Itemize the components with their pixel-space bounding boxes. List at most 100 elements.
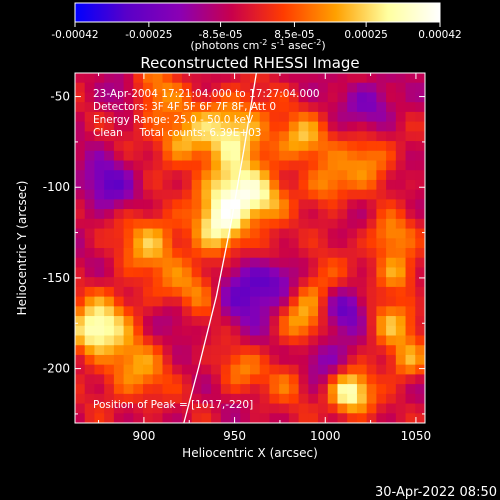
- heatmap-cell: [104, 364, 115, 375]
- heatmap-cell: [250, 345, 261, 356]
- heatmap-cell: [415, 160, 425, 171]
- heatmap-cell: [201, 111, 212, 123]
- heatmap-cell: [288, 413, 300, 423]
- heatmap-cell: [162, 199, 173, 210]
- heatmap-cell: [172, 150, 183, 162]
- heatmap-cell: [288, 189, 300, 200]
- heatmap-cell: [279, 335, 290, 346]
- heatmap-cell: [395, 102, 407, 113]
- heatmap-cell: [269, 131, 280, 142]
- heatmap-cell: [337, 277, 348, 288]
- heatmap-cell: [386, 354, 397, 366]
- heatmap-cell: [201, 306, 212, 317]
- heatmap-cell: [298, 150, 309, 162]
- heatmap-cell: [405, 374, 416, 385]
- heatmap-cell: [191, 141, 202, 152]
- heatmap-cell: [240, 92, 251, 103]
- heatmap-cell: [327, 160, 339, 171]
- heatmap-cell: [415, 131, 425, 142]
- heatmap-cell: [152, 403, 164, 414]
- heatmap-cell: [240, 170, 251, 181]
- heatmap-cell: [386, 248, 397, 259]
- heatmap-cell: [143, 92, 154, 103]
- heatmap-cell: [318, 209, 329, 220]
- heatmap-cell: [211, 248, 222, 259]
- heatmap-cell: [386, 267, 397, 278]
- heatmap-cell: [123, 170, 134, 181]
- heatmap-cell: [259, 248, 271, 259]
- heatmap-cell: [133, 150, 144, 162]
- heatmap-cell: [250, 150, 261, 162]
- heatmap-cell: [298, 374, 309, 385]
- heatmap-cell: [181, 335, 193, 346]
- heatmap-cell: [337, 316, 348, 327]
- heatmap-cell: [143, 248, 154, 259]
- heatmap-cell: [230, 131, 241, 142]
- heatmap-cell: [84, 345, 96, 356]
- heatmap-cell: [405, 403, 416, 414]
- heatmap-cell: [75, 325, 86, 337]
- heatmap-cell: [288, 150, 300, 162]
- heatmap-cell: [211, 92, 222, 103]
- heatmap-cell: [347, 179, 358, 191]
- heatmap-cell: [201, 92, 212, 103]
- heatmap-cell: [104, 296, 115, 307]
- heatmap-cell: [415, 189, 425, 200]
- heatmap-cell: [104, 354, 115, 366]
- heatmap-cell: [395, 374, 407, 385]
- heatmap-cell: [366, 238, 377, 249]
- heatmap-cell: [94, 121, 105, 132]
- heatmap-cell: [250, 82, 261, 94]
- heatmap-cell: [356, 384, 368, 395]
- heatmap-cell: [133, 189, 144, 200]
- heatmap-cell: [113, 209, 125, 220]
- heatmap-cell: [104, 150, 115, 162]
- heatmap-cell: [201, 354, 212, 366]
- heatmap-cell: [191, 325, 202, 337]
- heatmap-cell: [347, 121, 358, 132]
- heatmap-cell: [211, 413, 222, 423]
- heatmap-cell: [104, 267, 115, 278]
- heatmap-cell: [327, 364, 339, 375]
- heatmap-cell: [201, 228, 212, 239]
- heatmap-cell: [308, 238, 319, 249]
- heatmap-cell: [415, 364, 425, 375]
- heatmap-cell: [191, 413, 202, 423]
- heatmap-cell: [376, 374, 387, 385]
- heatmap-cell: [123, 345, 134, 356]
- heatmap-cell: [113, 364, 125, 375]
- heatmap-cell: [172, 286, 183, 298]
- heatmap-cell: [123, 238, 134, 249]
- heatmap-cell: [415, 179, 425, 191]
- heatmap-cell: [405, 257, 416, 269]
- heatmap-cell: [133, 354, 144, 366]
- heatmap-cell: [337, 228, 348, 239]
- heatmap-cell: [386, 345, 397, 356]
- heatmap-cell: [162, 121, 173, 132]
- heatmap-cell: [191, 170, 202, 181]
- heatmap-cell: [327, 403, 339, 414]
- heatmap-cell: [133, 218, 144, 230]
- heatmap-cell: [405, 384, 416, 395]
- heatmap-cell: [84, 102, 96, 113]
- heatmap-cell: [298, 160, 309, 171]
- heatmap-cell: [152, 131, 164, 142]
- heatmap-cell: [259, 403, 271, 414]
- heatmap-cell: [318, 277, 329, 288]
- heatmap-cell: [356, 267, 368, 278]
- heatmap-cell: [327, 111, 339, 123]
- heatmap-cell: [318, 170, 329, 181]
- heatmap-cell: [181, 238, 193, 249]
- heatmap-cell: [269, 403, 280, 414]
- heatmap-cell: [84, 393, 96, 405]
- chart-title: Reconstructed RHESSI Image: [140, 54, 359, 72]
- heatmap-cell: [405, 325, 416, 337]
- heatmap-cell: [288, 393, 300, 405]
- heatmap-cell: [230, 179, 241, 191]
- heatmap-cell: [133, 277, 144, 288]
- heatmap-cell: [415, 228, 425, 239]
- heatmap-cell: [337, 257, 348, 269]
- heatmap-cell: [288, 141, 300, 152]
- heatmap-cell: [318, 267, 329, 278]
- heatmap-cell: [84, 121, 96, 132]
